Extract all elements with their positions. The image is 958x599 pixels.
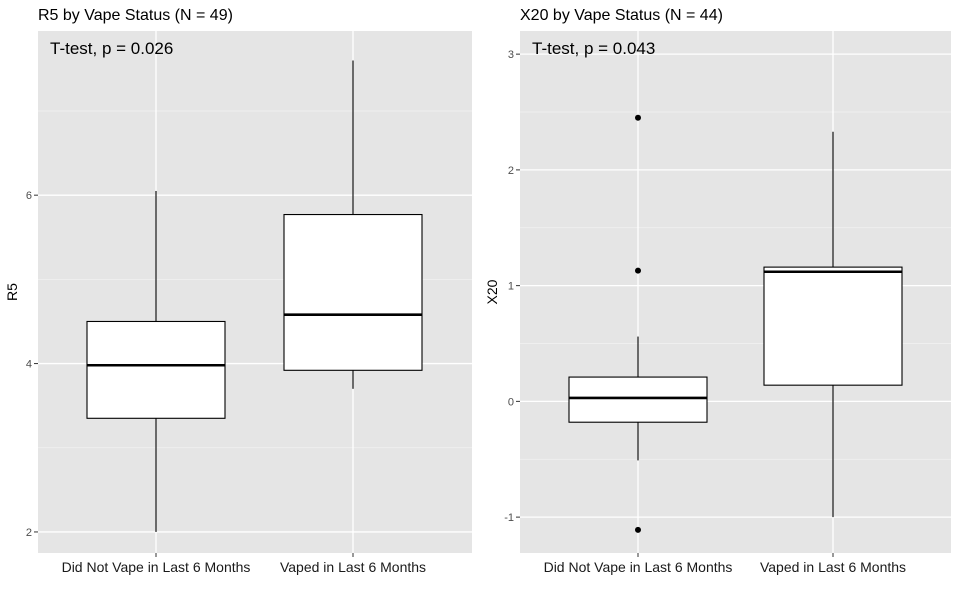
panel-title: R5 by Vape Status (N = 49) — [38, 7, 233, 24]
y-tick-label: 0 — [508, 396, 514, 408]
outlier-point — [635, 267, 641, 274]
y-tick-label: 1 — [508, 281, 514, 293]
x20-boxplot-panel: -1 0 1 2 3 Did Not Vape in Last 6 Months Vaped… — [484, 7, 951, 575]
box — [568, 376, 708, 423]
outlier-point — [635, 526, 641, 533]
y-tick-label: 2 — [508, 165, 514, 177]
x-tick-label: Vaped in Last 6 Months — [760, 559, 906, 575]
y-tick-label: 6 — [26, 190, 32, 202]
y-axis-label: X20 — [484, 279, 500, 304]
box — [283, 213, 423, 371]
y-tick-label: -1 — [504, 512, 514, 524]
x-tick-label: Did Not Vape in Last 6 Months — [62, 559, 251, 575]
ttest-annotation: T-test, p = 0.043 — [532, 39, 655, 58]
y-axis-label: R5 — [4, 283, 20, 301]
y-tick-label: 4 — [26, 359, 32, 371]
box — [86, 320, 226, 419]
outlier-point — [635, 114, 641, 121]
x-tick-label: Vaped in Last 6 Months — [280, 559, 426, 575]
y-tick-label: 3 — [508, 49, 514, 61]
panel-title: X20 by Vape Status (N = 44) — [520, 7, 723, 24]
ttest-annotation: T-test, p = 0.026 — [50, 39, 173, 58]
x-tick-label: Did Not Vape in Last 6 Months — [544, 559, 733, 575]
box — [763, 266, 903, 386]
r5-boxplot-panel: 2 4 6 Did Not Vape in Last 6 Months Vaped in… — [4, 7, 472, 575]
y-tick-label: 2 — [26, 527, 32, 539]
